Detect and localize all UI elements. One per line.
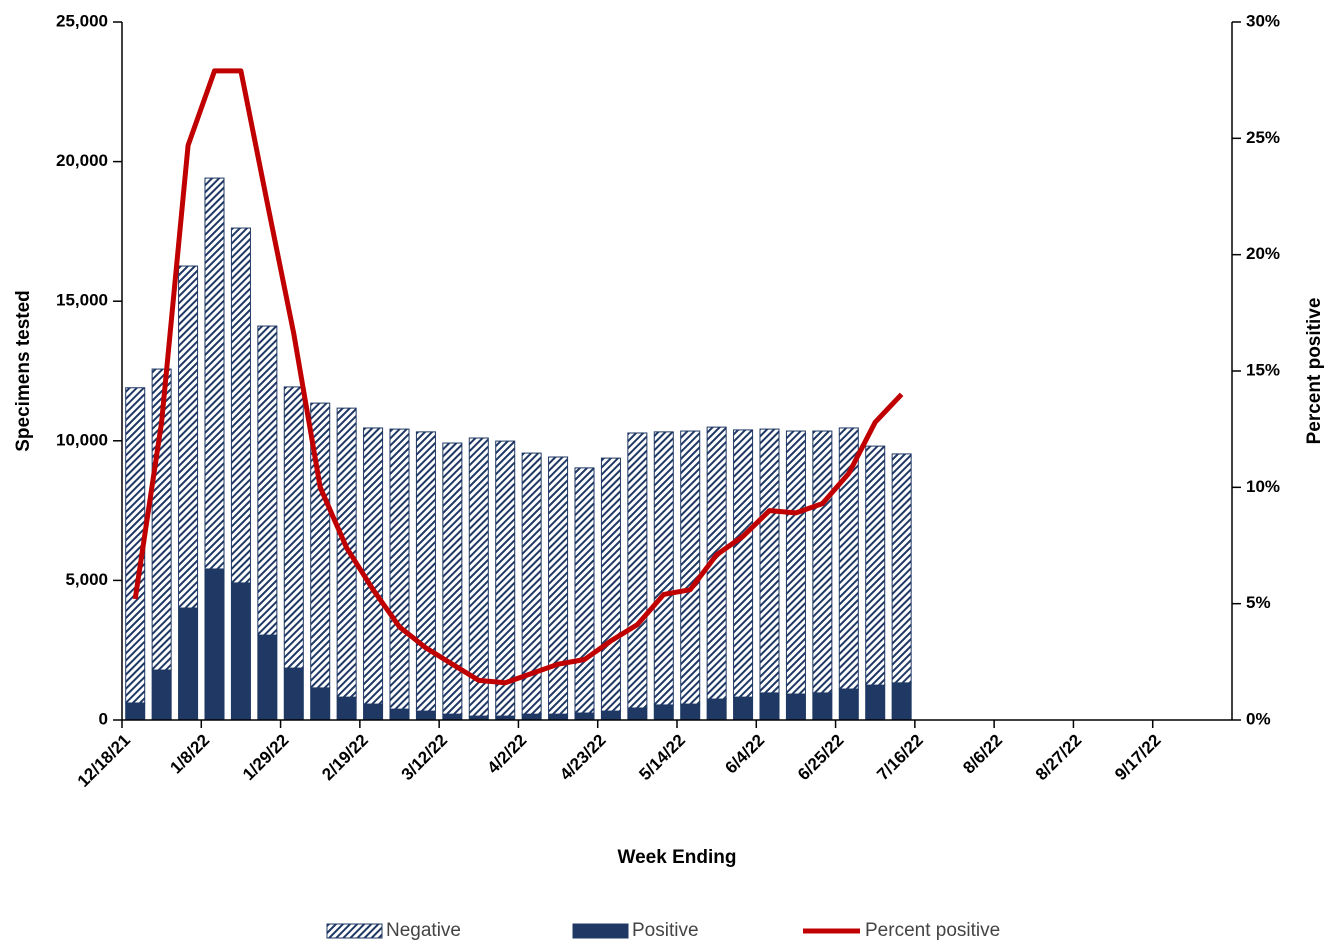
- bar: [785, 693, 806, 721]
- bar: [812, 430, 833, 694]
- bar: [415, 710, 436, 721]
- bar: [838, 688, 859, 721]
- bar: [151, 669, 172, 721]
- bar: [178, 265, 199, 609]
- bar: [574, 467, 595, 714]
- bar: [627, 432, 648, 709]
- bar: [733, 429, 754, 698]
- bar: [865, 684, 886, 721]
- x-tick-label: 8/6/22: [959, 731, 1006, 778]
- bar: [733, 696, 754, 721]
- y2-tick-label: 10%: [1246, 477, 1280, 496]
- bar: [230, 227, 251, 584]
- x-tick-label: 1/29/22: [239, 731, 293, 785]
- y-tick-label: 20,000: [56, 151, 108, 170]
- y2-tick-label: 30%: [1246, 11, 1280, 30]
- bar: [548, 713, 569, 721]
- bar: [548, 456, 569, 715]
- y2-tick-label: 25%: [1246, 128, 1280, 147]
- bar: [442, 442, 463, 715]
- x-tick-label: 5/14/22: [635, 731, 689, 785]
- bar: [468, 437, 489, 717]
- x-tick-label: 3/12/22: [398, 731, 452, 785]
- y2-axis-title: Percent positive: [1304, 298, 1325, 445]
- bar: [230, 582, 251, 721]
- bar: [574, 712, 595, 721]
- y2-tick-label: 15%: [1246, 360, 1280, 379]
- bar: [838, 427, 859, 690]
- x-tick-label: 6/4/22: [721, 731, 768, 778]
- legend-label: Positive: [632, 920, 699, 941]
- y-tick-label: 25,000: [56, 11, 108, 30]
- x-tick-label: 4/23/22: [556, 731, 610, 785]
- x-axis-title: Week Ending: [618, 847, 737, 868]
- bar: [336, 696, 357, 721]
- bar: [389, 428, 410, 710]
- bar: [521, 452, 542, 715]
- bar: [389, 708, 410, 721]
- bar: [204, 177, 225, 570]
- bar: [680, 703, 701, 721]
- x-tick-label: 1/8/22: [166, 731, 213, 778]
- y2-tick-label: 0%: [1246, 709, 1271, 728]
- bar: [442, 713, 463, 721]
- x-tick-label: 6/25/22: [794, 731, 848, 785]
- x-tick-label: 7/16/22: [873, 731, 927, 785]
- bar: [257, 325, 278, 636]
- bar: [336, 407, 357, 698]
- bar: [495, 440, 516, 717]
- bar: [785, 430, 806, 695]
- x-tick-label: 12/18/21: [74, 731, 134, 791]
- legend-label: Percent positive: [865, 920, 1000, 941]
- y-tick-label: 10,000: [56, 430, 108, 449]
- bar: [865, 445, 886, 686]
- bar: [363, 427, 384, 705]
- bar: [125, 702, 146, 721]
- bar: [680, 430, 701, 705]
- x-tick-label: 8/27/22: [1032, 731, 1086, 785]
- bar: [759, 428, 780, 694]
- y-tick-label: 15,000: [56, 291, 108, 310]
- bar: [257, 634, 278, 721]
- bar: [310, 687, 331, 721]
- bar: [891, 682, 912, 721]
- bar: [627, 707, 648, 721]
- bar: [891, 453, 912, 684]
- bar: [600, 457, 621, 712]
- bar: [204, 568, 225, 721]
- legend-label: Negative: [386, 920, 461, 941]
- bar: [653, 431, 674, 706]
- legend-swatch: [572, 923, 629, 939]
- bar: [653, 704, 674, 721]
- line: [132, 68, 904, 686]
- bar: [178, 607, 199, 721]
- bar: [600, 710, 621, 721]
- bar: [283, 667, 304, 721]
- y-axis-title: Specimens tested: [13, 290, 34, 452]
- y2-tick-label: 20%: [1246, 244, 1280, 263]
- y-tick-label: 5,000: [65, 570, 108, 589]
- bar: [363, 703, 384, 721]
- legend-swatch: [326, 923, 383, 939]
- bar: [759, 692, 780, 721]
- y-tick-label: 0: [99, 709, 108, 728]
- bar: [812, 692, 833, 721]
- bar: [521, 713, 542, 721]
- x-tick-label: 9/17/22: [1111, 731, 1165, 785]
- y2-tick-label: 5%: [1246, 593, 1271, 612]
- bar: [706, 426, 727, 700]
- x-tick-label: 4/2/22: [484, 731, 531, 778]
- bar: [706, 698, 727, 721]
- bar: [415, 431, 436, 712]
- x-tick-label: 2/19/22: [318, 731, 372, 785]
- bar: [283, 386, 304, 669]
